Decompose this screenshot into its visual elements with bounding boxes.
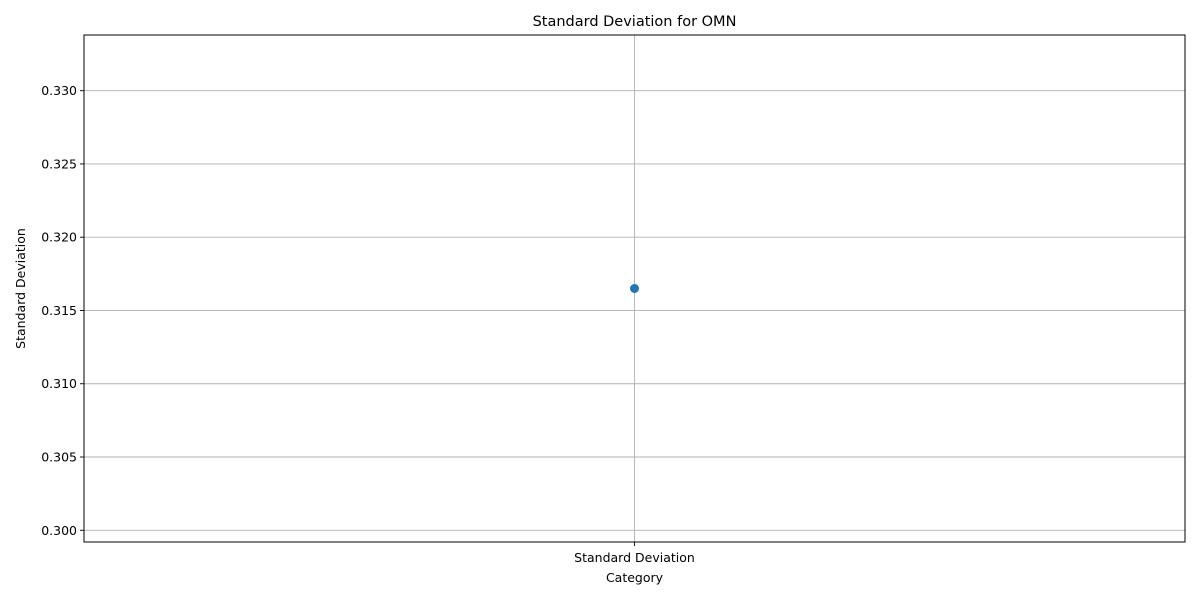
y-tick-label: 0.320 bbox=[41, 230, 77, 245]
x-tick-label: Standard Deviation bbox=[574, 550, 695, 565]
y-tick-label: 0.300 bbox=[41, 523, 77, 538]
grid bbox=[84, 35, 1185, 542]
data-point bbox=[630, 284, 639, 293]
y-tick-label: 0.310 bbox=[41, 376, 77, 391]
y-tick-label: 0.305 bbox=[41, 450, 77, 465]
ticks: 0.300 0.305 0.310 0.315 0.320 0.325 0.330 Stand… bbox=[41, 83, 695, 565]
y-tick-label: 0.330 bbox=[41, 83, 77, 98]
y-axis-label: Standard Deviation bbox=[13, 228, 28, 349]
axes-frame bbox=[83, 34, 1186, 543]
y-tick-label: 0.325 bbox=[41, 156, 77, 171]
x-axis-label: Category bbox=[606, 570, 664, 585]
data-marks bbox=[630, 284, 639, 293]
chart-title: Standard Deviation for OMN bbox=[533, 14, 737, 30]
y-tick-label: 0.315 bbox=[41, 303, 77, 318]
